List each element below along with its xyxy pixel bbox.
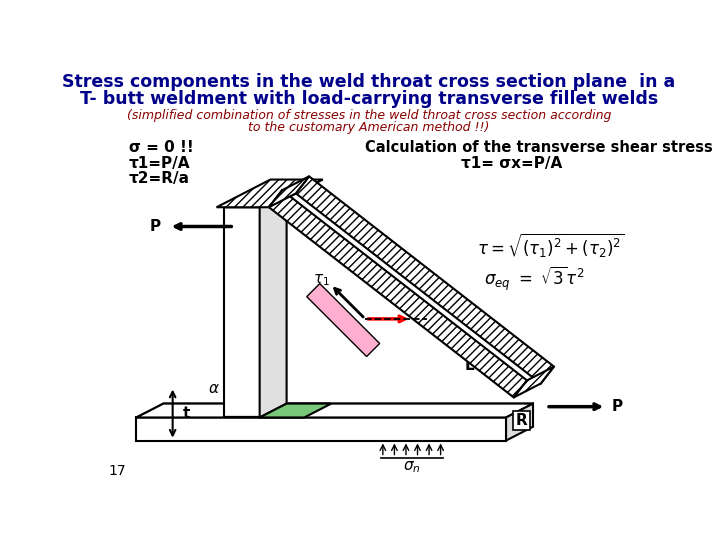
Polygon shape — [514, 367, 554, 397]
Text: R: R — [294, 205, 305, 220]
Text: 17: 17 — [109, 464, 127, 478]
Text: L: L — [464, 357, 474, 373]
Polygon shape — [137, 403, 533, 417]
Polygon shape — [296, 177, 554, 383]
Polygon shape — [224, 193, 287, 207]
Text: t: t — [183, 406, 190, 421]
Text: τ1=P/A: τ1=P/A — [129, 156, 190, 171]
Text: $\tau = \sqrt{(\tau_1)^2 + (\tau_2)^2}$: $\tau = \sqrt{(\tau_1)^2 + (\tau_2)^2}$ — [477, 232, 625, 260]
Polygon shape — [269, 177, 309, 207]
Text: Stress components in the weld throat cross section plane  in a: Stress components in the weld throat cro… — [63, 73, 675, 91]
Polygon shape — [224, 207, 260, 417]
Polygon shape — [506, 403, 533, 441]
Text: T- butt weldment with load-carrying transverse fillet welds: T- butt weldment with load-carrying tran… — [80, 90, 658, 107]
Text: τ2=R/a: τ2=R/a — [129, 171, 190, 186]
Text: (simplified combination of stresses in the weld throat cross section according: (simplified combination of stresses in t… — [127, 109, 611, 122]
Text: $\alpha$: $\alpha$ — [207, 381, 220, 396]
Text: Calculation of the transverse shear stress: Calculation of the transverse shear stre… — [365, 140, 713, 156]
Polygon shape — [137, 403, 533, 417]
Text: to the customary American method !!): to the customary American method !!) — [248, 122, 490, 134]
Polygon shape — [307, 284, 379, 356]
Polygon shape — [137, 417, 506, 441]
Polygon shape — [217, 179, 323, 207]
Text: τ1= σx=P/A: τ1= σx=P/A — [462, 156, 562, 171]
Text: $\tau_1$: $\tau_1$ — [312, 273, 330, 288]
Text: $\sigma_n$: $\sigma_n$ — [402, 459, 420, 475]
Text: P: P — [150, 219, 161, 234]
Text: $\sigma_{eq}\ =\ \sqrt{3}\tau^2$: $\sigma_{eq}\ =\ \sqrt{3}\tau^2$ — [485, 265, 585, 293]
Text: P: P — [611, 399, 623, 414]
Text: σ = 0 !!: σ = 0 !! — [129, 140, 194, 156]
Text: R: R — [516, 413, 527, 428]
Polygon shape — [269, 190, 527, 397]
Polygon shape — [260, 403, 331, 417]
Polygon shape — [260, 193, 287, 417]
Text: $\tau_2$: $\tau_2$ — [343, 322, 360, 338]
Text: $\sigma_x$: $\sigma_x$ — [415, 302, 431, 317]
